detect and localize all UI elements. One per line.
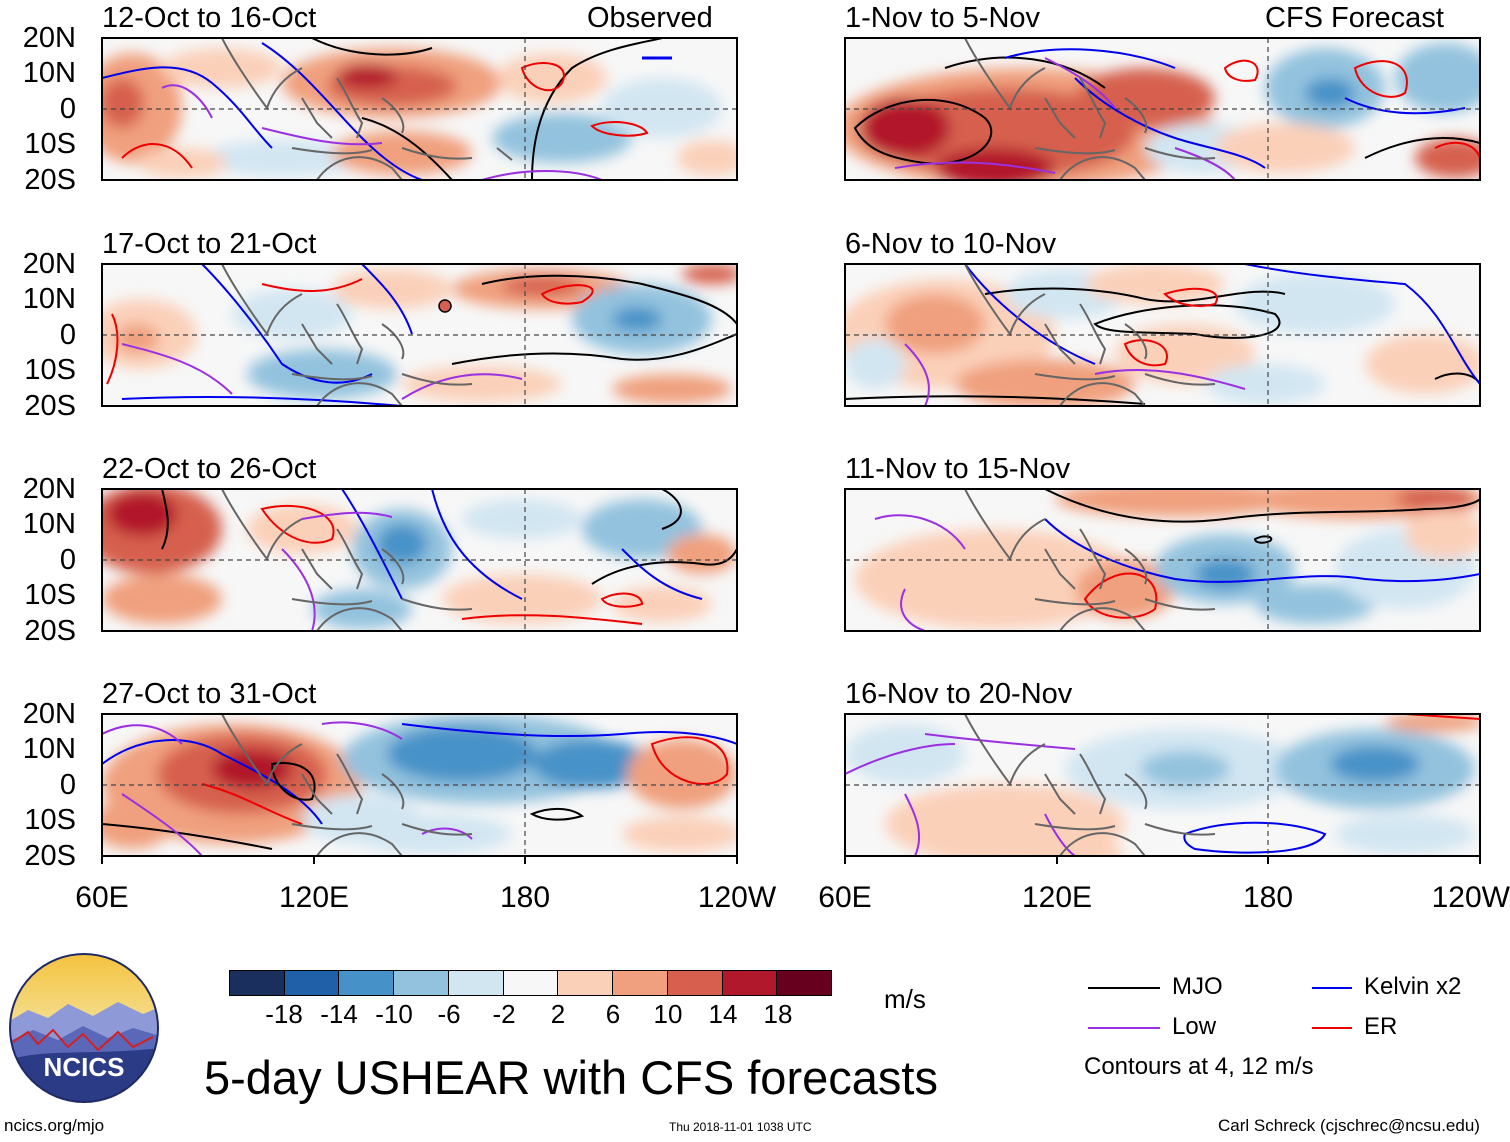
colorbar-swatch — [448, 971, 504, 995]
colorbar-swatch — [230, 971, 285, 995]
legend-line-low — [1088, 1027, 1160, 1029]
ncics-logo: NCICS — [9, 953, 159, 1103]
legend-line-kelvin — [1312, 987, 1352, 989]
panel-title-5: 1-Nov to 5-Nov — [845, 2, 1041, 34]
colorbar-swatch — [777, 971, 832, 995]
legend-line-mjo — [1088, 987, 1160, 989]
legend-label-mjo: MJO — [1172, 973, 1223, 1000]
colorbar-units: m/s — [884, 984, 926, 1014]
cfs-forecast-label: CFS Forecast — [1265, 2, 1444, 34]
colorbar-swatch — [722, 971, 778, 995]
colorbar-swatch — [503, 971, 559, 995]
figure-title: 5-day USHEAR with CFS forecasts — [204, 1051, 938, 1104]
legend-note: Contours at 4, 12 m/s — [1084, 1053, 1314, 1080]
panel-title-7: 11-Nov to 15-Nov — [845, 453, 1071, 485]
colorbar-swatch — [284, 971, 340, 995]
panel-map-3 — [101, 488, 738, 632]
colorbar-swatch — [339, 971, 395, 995]
panel-map-6 — [844, 263, 1481, 407]
legend-label-kelvin: Kelvin x2 — [1364, 973, 1462, 1000]
panel-map-2 — [101, 263, 738, 407]
colorbar-swatch — [394, 971, 449, 995]
map-panels — [101, 37, 1481, 864]
logo-text: NCICS — [44, 1052, 125, 1082]
panel-title-4: 27-Oct to 31-Oct — [102, 678, 317, 710]
panel-title-2: 17-Oct to 21-Oct — [102, 228, 317, 260]
observed-label: Observed — [587, 2, 713, 34]
panel-title-3: 22-Oct to 26-Oct — [102, 453, 317, 485]
timestamp: Thu 2018-11-01 1038 UTC — [669, 1120, 812, 1134]
panel-map-1 — [101, 37, 738, 181]
legend-label-low: Low — [1172, 1013, 1217, 1040]
legend-line-er — [1312, 1027, 1352, 1029]
panel-map-5 — [844, 37, 1481, 181]
legend-label-er: ER — [1364, 1013, 1398, 1040]
panel-title-8: 16-Nov to 20-Nov — [845, 678, 1073, 710]
panel-map-4 — [101, 713, 738, 864]
panel-title-1: 12-Oct to 16-Oct — [102, 2, 317, 34]
credit: Carl Schreck (cjschrec@ncsu.edu) — [1218, 1116, 1480, 1135]
colorbar — [229, 970, 832, 996]
colorbar-swatch — [558, 971, 614, 995]
panel-map-8 — [844, 713, 1481, 864]
site-link[interactable]: ncics.org/mjo — [4, 1116, 105, 1135]
colorbar-swatch — [667, 971, 723, 995]
panel-title-6: 6-Nov to 10-Nov — [845, 228, 1057, 260]
colorbar-swatch — [613, 971, 668, 995]
panel-map-7 — [844, 488, 1481, 632]
